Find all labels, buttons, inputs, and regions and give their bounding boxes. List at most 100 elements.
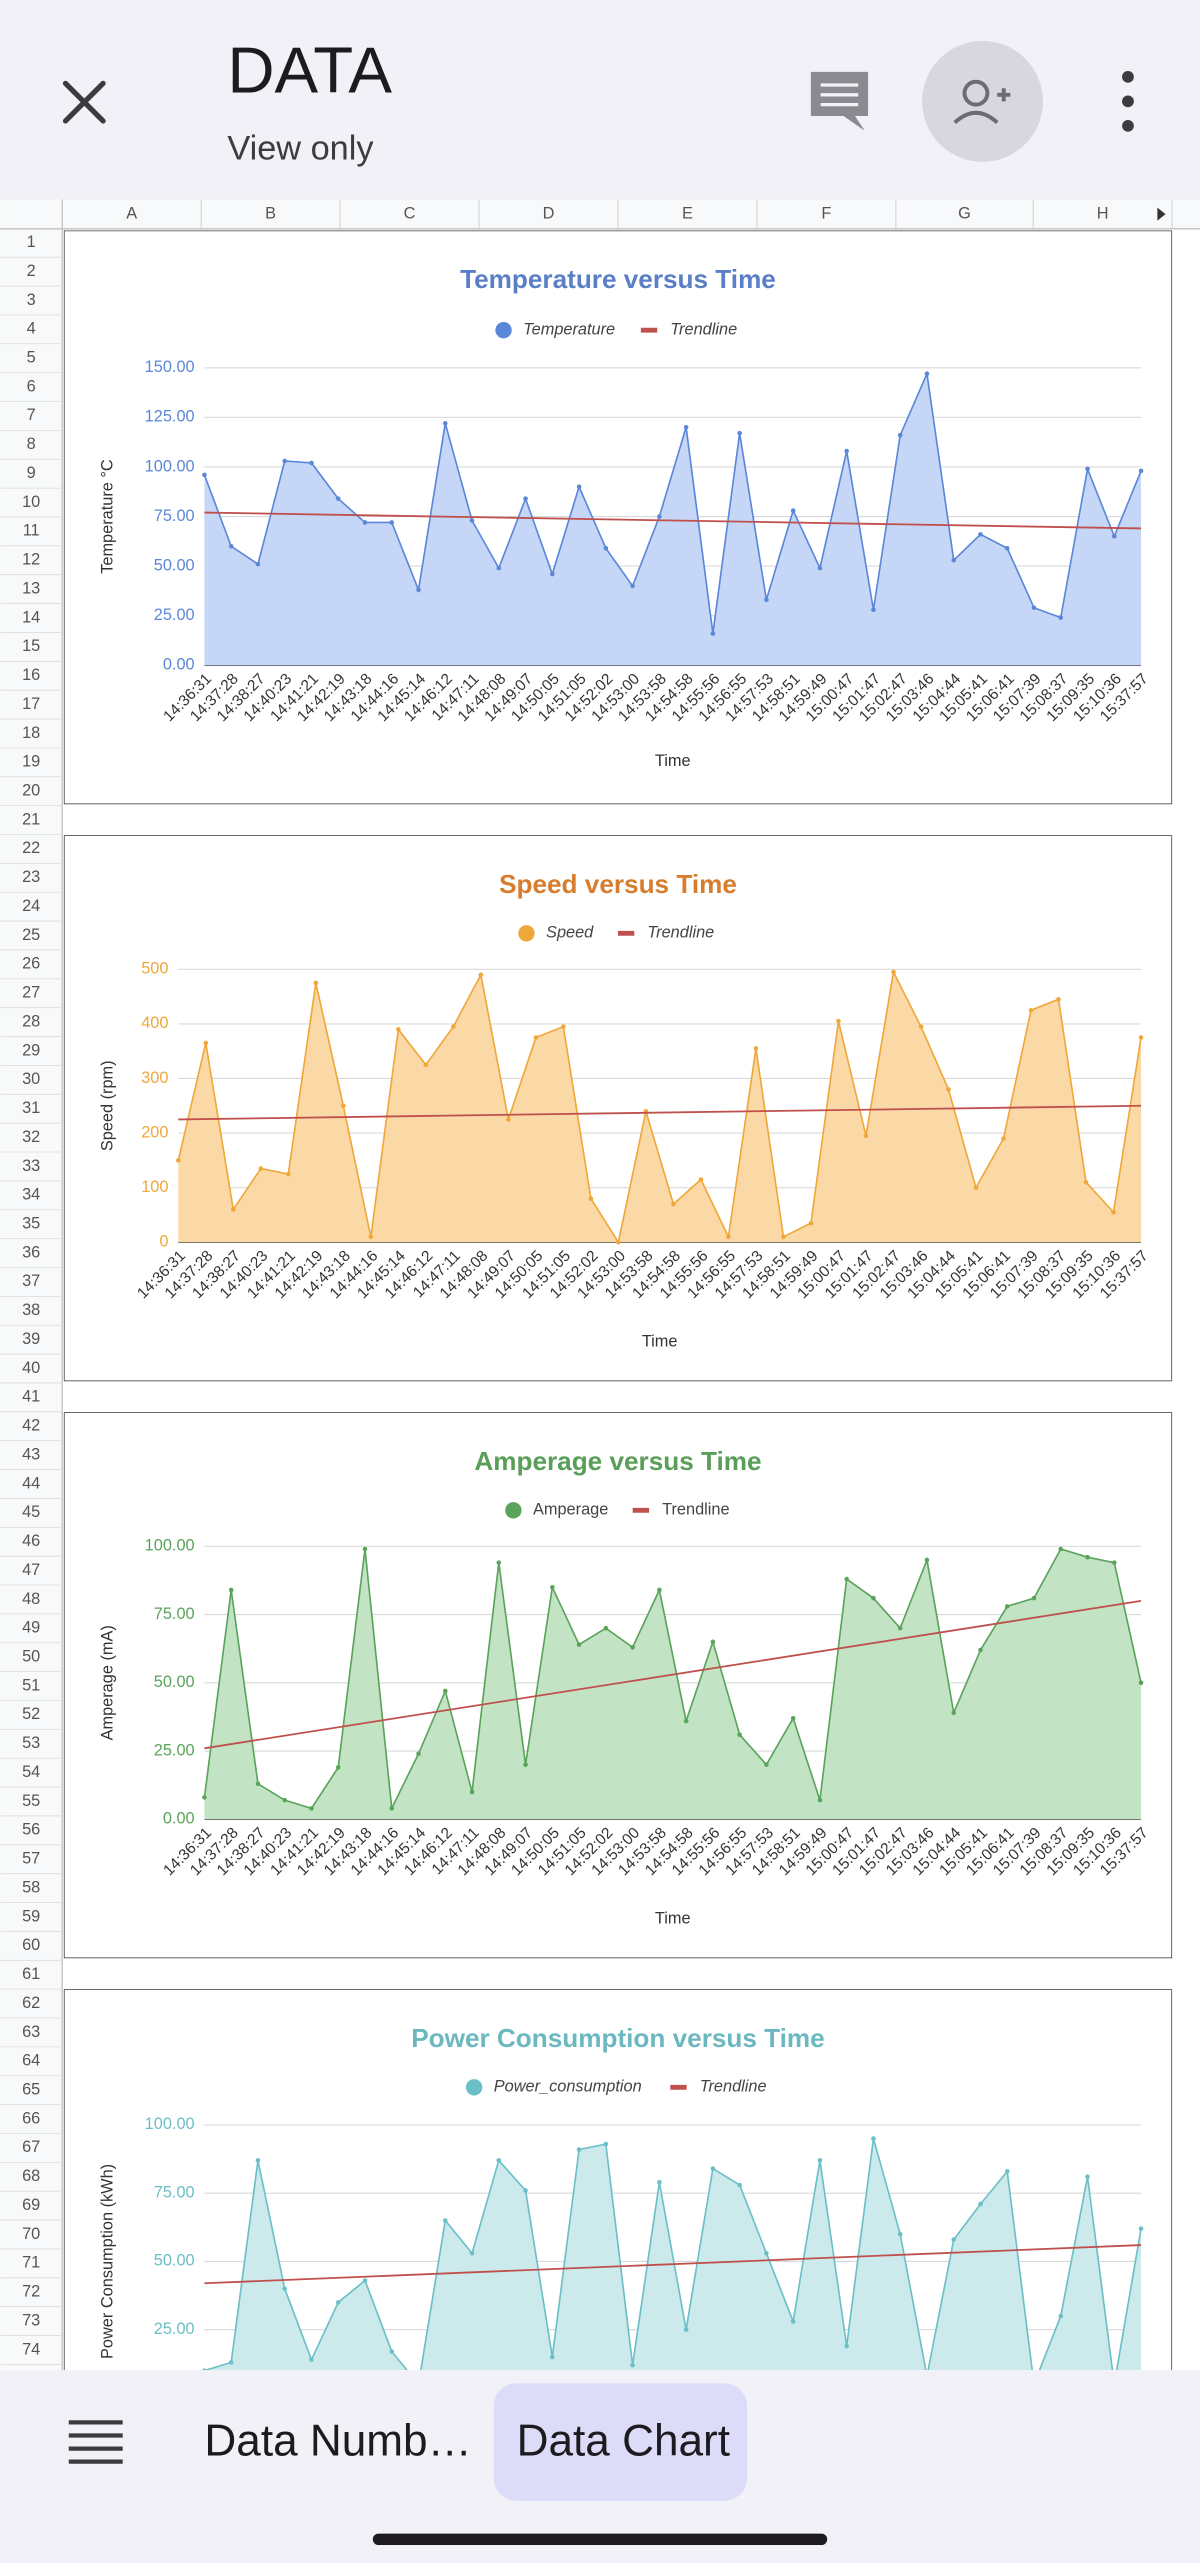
- x-axis-title: Time: [655, 1909, 691, 1927]
- row-header: 32: [22, 1128, 40, 1146]
- row-header: 22: [22, 839, 40, 857]
- charts: Temperature versus Time Temperature Trendl…: [63, 230, 1173, 2371]
- point: [282, 2286, 288, 2292]
- point: [710, 2166, 716, 2171]
- row-header-bar: [0, 228, 63, 2371]
- y-tick-label: 100.00: [145, 2115, 195, 2133]
- point: [764, 1762, 769, 1767]
- row-header: 18: [22, 724, 40, 742]
- point: [871, 1595, 876, 1601]
- trendline: [204, 1600, 1142, 1750]
- point: [1031, 1595, 1037, 1601]
- row-header: 1: [27, 233, 36, 251]
- row-header: 4: [27, 320, 36, 338]
- point: [808, 1220, 814, 1226]
- row-header: 58: [22, 1878, 40, 1896]
- point: [836, 1018, 841, 1024]
- point: [1138, 1680, 1144, 1686]
- y-tick-label: 200: [141, 1123, 168, 1141]
- point: [781, 1234, 786, 1240]
- point: [416, 587, 421, 593]
- point: [817, 2158, 823, 2163]
- row-header: 69: [22, 2196, 40, 2214]
- row-header: 52: [22, 1705, 40, 1723]
- column-header: C: [404, 204, 416, 222]
- chart-box: [63, 230, 1173, 805]
- point: [1004, 545, 1010, 551]
- point: [506, 1117, 511, 1122]
- legend-label: Trendline: [670, 320, 737, 338]
- y-tick-label: 500: [141, 960, 168, 978]
- point: [335, 2300, 341, 2305]
- point: [698, 1177, 704, 1182]
- row-header: 19: [22, 753, 40, 771]
- point: [1138, 1035, 1144, 1040]
- row-header: 3: [27, 291, 36, 309]
- point: [603, 1625, 609, 1631]
- chart-title: Amperage versus Time: [474, 1446, 761, 1476]
- point: [550, 571, 555, 577]
- row-header: 51: [22, 1676, 40, 1694]
- point: [442, 2218, 448, 2223]
- y-tick-label: 100.00: [145, 1537, 195, 1555]
- share-button[interactable]: [922, 40, 1043, 162]
- point: [897, 432, 903, 438]
- row-header: 38: [22, 1301, 40, 1319]
- point: [389, 2349, 395, 2354]
- legend-label: Amperage: [533, 1501, 608, 1519]
- row-header: 2: [27, 262, 36, 280]
- y-tick-label: 0: [159, 1233, 168, 1251]
- area: [204, 373, 1142, 666]
- point: [1085, 466, 1090, 472]
- row-header: 17: [22, 695, 40, 713]
- sheets-menu[interactable]: [68, 2420, 123, 2464]
- point: [790, 508, 796, 513]
- row-header: 64: [22, 2052, 40, 2070]
- point: [282, 1797, 288, 1803]
- y-tick-label: 100.00: [145, 457, 195, 475]
- point: [442, 1688, 448, 1694]
- row-header: 9: [27, 464, 36, 482]
- column-header: D: [543, 204, 555, 222]
- sheet-tab[interactable]: Data Numb…: [204, 2416, 471, 2465]
- chart: Speed versus Time Speed Trendline 0 100 200 30…: [63, 835, 1173, 1382]
- row-header: 5: [27, 349, 36, 367]
- row-header: 6: [27, 377, 36, 395]
- point: [202, 2368, 207, 2371]
- sheet-tab-active[interactable]: Data Chart: [517, 2416, 730, 2465]
- point: [918, 1024, 924, 1029]
- row-header: 23: [22, 868, 40, 886]
- column-header: A: [126, 204, 137, 222]
- row-header: 24: [22, 897, 40, 915]
- chart-title: Speed versus Time: [499, 869, 737, 899]
- point: [1004, 1604, 1010, 1609]
- row-header: 15: [22, 637, 40, 655]
- row-header: 37: [22, 1272, 40, 1290]
- more-button[interactable]: [1122, 70, 1134, 132]
- y-tick-label: 75.00: [154, 2183, 195, 2201]
- point: [1085, 2174, 1090, 2180]
- sheet: A B C D E F G H12345678910111213141516171819202…: [0, 199, 1200, 2371]
- point: [203, 1040, 209, 1046]
- point: [657, 514, 662, 519]
- point: [630, 2362, 635, 2368]
- point: [313, 980, 319, 986]
- row-header: 36: [22, 1243, 40, 1261]
- point: [533, 1035, 539, 1040]
- point: [978, 2201, 983, 2207]
- y-tick-label: 125.00: [145, 408, 195, 426]
- point: [737, 2182, 742, 2188]
- row-header: 71: [22, 2254, 40, 2272]
- point: [817, 565, 823, 571]
- row-header: 73: [22, 2311, 40, 2329]
- point: [523, 2188, 528, 2193]
- point: [616, 1239, 621, 1245]
- row-header: 44: [22, 1474, 40, 1492]
- y-tick-label: 50.00: [154, 1673, 195, 1691]
- close-button[interactable]: [62, 80, 106, 124]
- comments-button[interactable]: [810, 71, 869, 131]
- y-axis-title: Speed (rpm): [98, 1060, 116, 1151]
- point: [335, 1765, 341, 1770]
- y-axis-title: Temperature °C: [98, 459, 116, 574]
- point: [683, 1718, 689, 1724]
